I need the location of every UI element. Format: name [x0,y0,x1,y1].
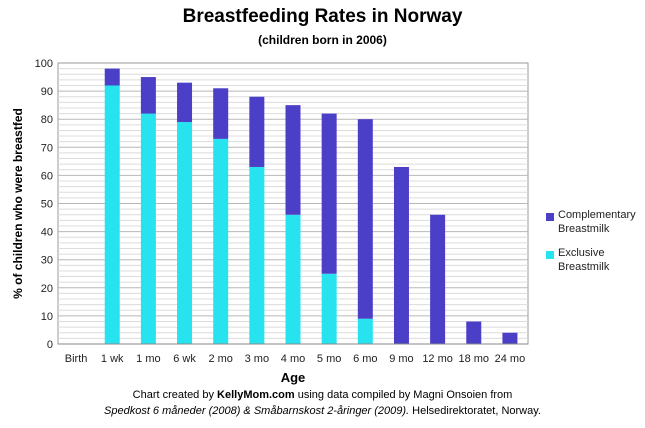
legend-swatch-complementary [546,213,554,221]
x-tick-label: 1 mo [136,353,160,365]
legend-label-exclusive: Exclusive Breastmilk [558,246,645,274]
chart-subtitle: (children born in 2006) [258,33,387,47]
bar-complementary [104,68,120,86]
y-tick-label: 100 [35,58,53,70]
legend-line: Breastmilk [558,261,610,273]
bar-complementary [466,321,482,344]
bar-complementary [213,88,229,139]
bar-complementary [430,214,446,344]
bar-exclusive [140,113,156,344]
x-tick-label: 5 mo [317,353,341,365]
x-tick-label: 9 mo [389,353,413,365]
y-tick-label: 70 [41,142,53,154]
bar-exclusive [321,273,337,344]
y-axis-title: % of children who were breastfed [11,108,25,299]
x-tick-label: 2 mo [208,353,232,365]
bar-complementary [502,332,518,344]
y-tick-label: 20 [41,283,53,295]
y-tick-label: 50 [41,199,53,211]
legend-line: Complementary [558,209,636,221]
bar-complementary [285,105,301,215]
credit-publisher: Helsedirektoratet, Norway. [409,405,541,417]
x-tick-label: 3 mo [245,353,269,365]
bar-complementary [177,82,193,123]
y-tick-label: 10 [41,311,53,323]
legend-line: Exclusive [558,247,605,259]
bar-exclusive [249,166,265,344]
credit-source: Spedkost 6 måneder (2008) & Småbarnskost… [104,405,410,417]
credit-line-1: Chart created by KellyMom.com using data… [0,389,645,401]
legend-line: Breastmilk [558,223,610,235]
y-tick-label: 60 [41,170,53,182]
credit-prefix: Chart created by [132,389,218,401]
bar-exclusive [285,214,301,344]
bar-exclusive [177,122,193,344]
x-tick-label: 4 mo [281,353,305,365]
y-tick-label: 90 [41,86,53,98]
x-tick-label: 12 mo [422,353,453,365]
x-tick-label: 1 wk [101,353,124,365]
bar-complementary [321,113,337,274]
x-tick-label: 6 wk [173,353,196,365]
x-tick-label: Birth [65,353,88,365]
bar-exclusive [104,85,120,344]
credit-suffix: using data compiled by Magni Onsoien fro… [294,389,513,401]
x-axis-title: Age [281,370,306,385]
y-tick-label: 80 [41,114,53,126]
bar-complementary [393,166,409,344]
x-tick-label: 6 mo [353,353,377,365]
bar-complementary [249,96,265,167]
x-tick-label: 24 mo [495,353,526,365]
legend-swatch-exclusive [546,251,554,259]
y-tick-label: 30 [41,255,53,267]
bar-complementary [357,119,373,319]
bar-complementary [140,77,156,114]
credit-site: KellyMom.com [217,389,295,401]
bar-exclusive [357,318,373,344]
legend-label-complementary: Complementary Breastmilk [558,208,645,236]
bar-exclusive [213,138,229,344]
y-tick-label: 40 [41,227,53,239]
chart-title: Breastfeeding Rates in Norway [182,6,463,27]
y-tick-label: 0 [47,339,53,351]
x-tick-label: 18 mo [458,353,489,365]
credit-line-2: Spedkost 6 måneder (2008) & Småbarnskost… [0,405,645,417]
